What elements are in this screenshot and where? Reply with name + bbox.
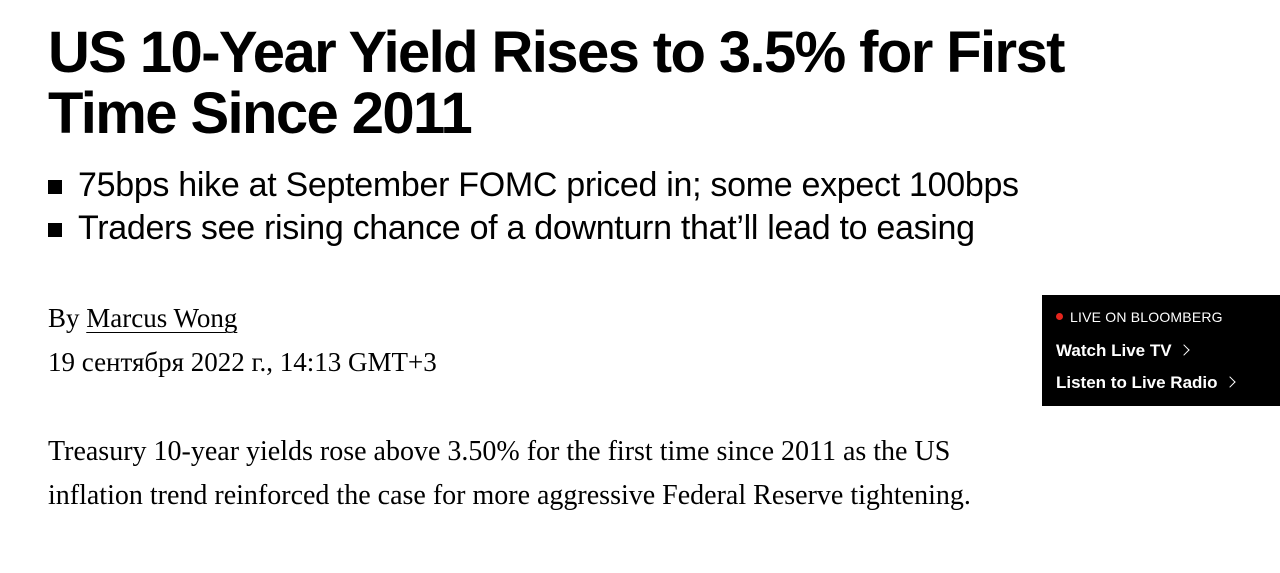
watch-live-tv-link[interactable]: Watch Live TV	[1056, 340, 1190, 362]
live-on-bloomberg-box: LIVE ON BLOOMBERG Watch Live TV Listen t…	[1042, 295, 1280, 406]
square-bullet-icon	[48, 180, 62, 194]
summary-bullet: Traders see rising chance of a downturn …	[48, 207, 1019, 250]
article-summary-bullets: 75bps hike at September FOMC priced in; …	[48, 164, 1019, 250]
listen-live-radio-link[interactable]: Listen to Live Radio	[1056, 372, 1236, 394]
chevron-right-icon	[1177, 344, 1190, 356]
summary-bullet: 75bps hike at September FOMC priced in; …	[48, 164, 1019, 207]
listen-live-radio-label: Listen to Live Radio	[1056, 373, 1218, 392]
author-link[interactable]: Marcus Wong	[86, 303, 238, 333]
byline: By Marcus Wong	[48, 298, 237, 338]
live-label: LIVE ON BLOOMBERG	[1070, 309, 1223, 325]
live-dot-icon	[1056, 313, 1063, 320]
watch-live-tv-label: Watch Live TV	[1056, 341, 1172, 360]
square-bullet-icon	[48, 223, 62, 237]
live-header: LIVE ON BLOOMBERG	[1056, 308, 1223, 326]
chevron-right-icon	[1223, 376, 1236, 388]
byline-prefix: By	[48, 303, 87, 333]
summary-bullet-text: Traders see rising chance of a downturn …	[78, 209, 975, 247]
publish-date: 19 сентября 2022 г., 14:13 GMT+3	[48, 347, 437, 377]
summary-bullet-text: 75bps hike at September FOMC priced in; …	[78, 166, 1019, 204]
article-body-paragraph: Treasury 10-year yields rose above 3.50%…	[48, 436, 971, 511]
article-headline: US 10-Year Yield Rises to 3.5% for First…	[48, 20, 1065, 146]
